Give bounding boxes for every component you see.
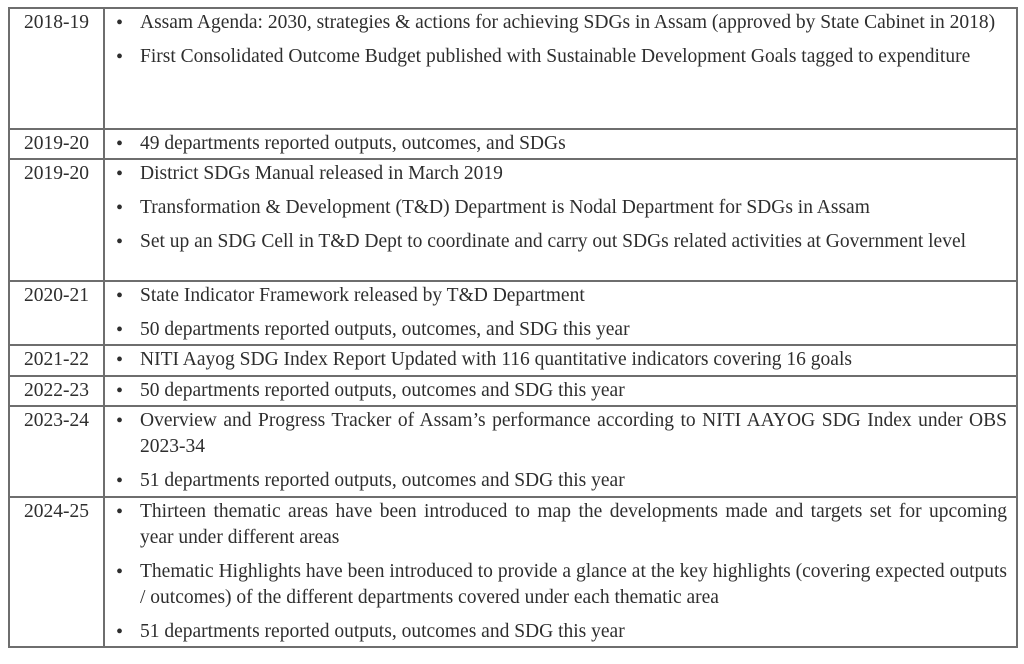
- table-row: 2018-19 • Assam Agenda: 2030, strategies …: [10, 9, 1016, 130]
- content-cell: • 50 departments reported outputs, outcom…: [105, 377, 1016, 405]
- milestone-text: Thematic Highlights have been introduced…: [140, 561, 1007, 608]
- milestone-list: • Overview and Progress Tracker of Assam’…: [105, 408, 1007, 494]
- milestone-text: Transformation & Development (T&D) Depar…: [140, 197, 870, 218]
- bullet-icon: •: [116, 621, 124, 643]
- content-cell: • District SDGs Manual released in March …: [105, 160, 1016, 280]
- document-table: 2018-19 • Assam Agenda: 2030, strategies …: [8, 7, 1018, 648]
- bullet-icon: •: [116, 163, 124, 185]
- bullet-icon: •: [116, 501, 124, 523]
- year-cell: 2020-21: [10, 282, 105, 344]
- milestone-item: • 51 departments reported outputs, outcom…: [105, 619, 1007, 645]
- content-cell: • NITI Aayog SDG Index Report Updated wit…: [105, 346, 1016, 375]
- bullet-icon: •: [116, 410, 124, 432]
- year-label: 2019-20: [24, 133, 89, 154]
- milestone-item: • Thematic Highlights have been introduce…: [105, 559, 1007, 611]
- milestone-text: NITI Aayog SDG Index Report Updated with…: [140, 349, 852, 370]
- bullet-icon: •: [116, 319, 124, 341]
- milestone-text: 50 departments reported outputs, outcome…: [140, 319, 630, 340]
- content-cell: • Overview and Progress Tracker of Assam’…: [105, 407, 1016, 496]
- milestone-item: • Thirteen thematic areas have been intro…: [105, 499, 1007, 551]
- table-row: 2023-24 • Overview and Progress Tracker o…: [10, 407, 1016, 498]
- bullet-icon: •: [116, 470, 124, 492]
- bullet-icon: •: [116, 349, 124, 371]
- milestone-item: • 50 departments reported outputs, outcom…: [105, 378, 1007, 404]
- milestone-item: • 51 departments reported outputs, outcom…: [105, 468, 1007, 494]
- bullet-icon: •: [116, 380, 124, 402]
- milestone-text: State Indicator Framework released by T&…: [140, 285, 585, 306]
- milestone-item: • First Consolidated Outcome Budget publi…: [105, 44, 1007, 70]
- year-label: 2022-23: [24, 380, 89, 401]
- year-cell: 2023-24: [10, 407, 105, 496]
- content-cell: • 49 departments reported outputs, outcom…: [105, 130, 1016, 158]
- year-label: 2023-24: [24, 410, 89, 431]
- bullet-icon: •: [116, 46, 124, 68]
- milestone-text: 51 departments reported outputs, outcome…: [140, 621, 625, 642]
- milestone-item: • Overview and Progress Tracker of Assam’…: [105, 408, 1007, 460]
- table-row: 2022-23 • 50 departments reported outputs…: [10, 377, 1016, 407]
- milestone-list: • Assam Agenda: 2030, strategies & action…: [105, 10, 1007, 70]
- milestone-text: Overview and Progress Tracker of Assam’s…: [140, 410, 1007, 457]
- milestone-text: 50 departments reported outputs, outcome…: [140, 380, 625, 401]
- content-cell: • Assam Agenda: 2030, strategies & action…: [105, 9, 1016, 128]
- milestone-item: • State Indicator Framework released by T…: [105, 283, 1007, 309]
- milestone-list: • 50 departments reported outputs, outcom…: [105, 378, 1007, 404]
- year-cell: 2024-25: [10, 498, 105, 646]
- year-cell: 2019-20: [10, 130, 105, 158]
- table-row: 2020-21 • State Indicator Framework relea…: [10, 282, 1016, 346]
- year-label: 2018-19: [24, 12, 89, 33]
- milestone-list: • NITI Aayog SDG Index Report Updated wit…: [105, 347, 1007, 373]
- year-label: 2024-25: [24, 501, 89, 522]
- milestone-item: • District SDGs Manual released in March …: [105, 161, 1007, 187]
- table-row: 2021-22 • NITI Aayog SDG Index Report Upd…: [10, 346, 1016, 377]
- year-label: 2019-20: [24, 163, 89, 184]
- milestone-text: First Consolidated Outcome Budget publis…: [140, 46, 971, 67]
- milestone-text: Assam Agenda: 2030, strategies & actions…: [140, 12, 996, 33]
- year-label: 2020-21: [24, 285, 89, 306]
- bullet-icon: •: [116, 561, 124, 583]
- milestone-list: • State Indicator Framework released by T…: [105, 283, 1007, 343]
- milestone-list: • District SDGs Manual released in March …: [105, 161, 1007, 255]
- bullet-icon: •: [116, 197, 124, 219]
- bullet-icon: •: [116, 12, 124, 34]
- milestone-text: 51 departments reported outputs, outcome…: [140, 470, 625, 491]
- milestone-list: • Thirteen thematic areas have been intro…: [105, 499, 1007, 645]
- milestone-text: Thirteen thematic areas have been introd…: [140, 501, 1007, 548]
- table-row: 2024-25 • Thirteen thematic areas have be…: [10, 498, 1016, 646]
- year-cell: 2019-20: [10, 160, 105, 280]
- content-cell: • State Indicator Framework released by T…: [105, 282, 1016, 344]
- content-cell: • Thirteen thematic areas have been intro…: [105, 498, 1016, 646]
- year-cell: 2022-23: [10, 377, 105, 405]
- milestone-text: 49 departments reported outputs, outcome…: [140, 133, 566, 154]
- bullet-icon: •: [116, 133, 124, 155]
- milestone-item: • Transformation & Development (T&D) Depa…: [105, 195, 1007, 221]
- milestone-list: • 49 departments reported outputs, outcom…: [105, 131, 1007, 157]
- milestone-item: • Set up an SDG Cell in T&D Dept to coord…: [105, 229, 1007, 255]
- year-cell: 2021-22: [10, 346, 105, 375]
- milestone-item: • 49 departments reported outputs, outcom…: [105, 131, 1007, 157]
- year-cell: 2018-19: [10, 9, 105, 128]
- bullet-icon: •: [116, 231, 124, 253]
- milestone-text: District SDGs Manual released in March 2…: [140, 163, 503, 184]
- milestone-item: • NITI Aayog SDG Index Report Updated wit…: [105, 347, 1007, 373]
- milestone-text: Set up an SDG Cell in T&D Dept to coordi…: [140, 231, 967, 252]
- year-label: 2021-22: [24, 349, 89, 370]
- table-row: 2019-20 • 49 departments reported outputs…: [10, 130, 1016, 160]
- milestone-item: • Assam Agenda: 2030, strategies & action…: [105, 10, 1007, 36]
- table-row: 2019-20 • District SDGs Manual released i…: [10, 160, 1016, 282]
- milestone-item: • 50 departments reported outputs, outcom…: [105, 317, 1007, 343]
- bullet-icon: •: [116, 285, 124, 307]
